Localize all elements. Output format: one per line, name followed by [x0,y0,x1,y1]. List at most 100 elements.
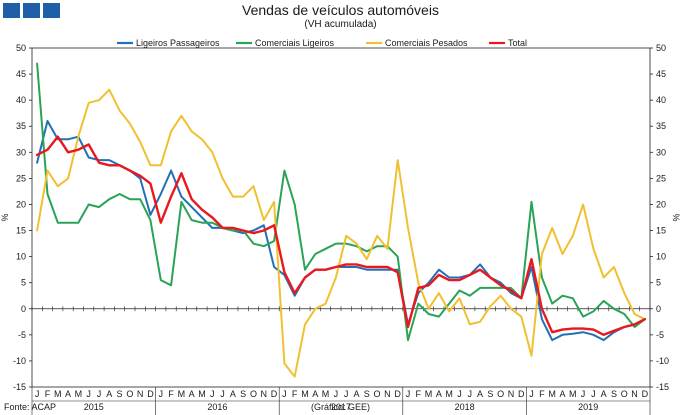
month-label: J [468,389,473,399]
legend-label: Comerciais Pesados [385,38,468,48]
y-tick-label-right: 35 [656,121,666,131]
legend-label: Comerciais Ligeiros [255,38,335,48]
month-label: M [54,389,62,399]
month-label: O [250,389,257,399]
month-label: J [334,389,339,399]
month-label: M [178,389,186,399]
y-tick-label-right: 20 [656,199,666,209]
month-label: A [65,389,71,399]
month-label: D [271,389,278,399]
logo-square [23,3,40,18]
month-label: J [86,389,91,399]
chart-title: Vendas de veículos automóveis [242,2,439,18]
month-label: N [508,389,515,399]
month-label: N [261,389,268,399]
month-label: F [292,389,298,399]
month-label: F [539,389,545,399]
series-line-comerciais-ligeiros [36,62,646,342]
y-tick-label-left: 25 [16,173,26,183]
y-tick-label-right: 25 [656,173,666,183]
y-tick-label-right: 30 [656,147,666,157]
month-label: A [230,389,236,399]
month-label: J [406,389,411,399]
series-line-comerciais-pesados [36,88,646,378]
month-label: N [384,389,391,399]
month-label: F [416,389,422,399]
month-label: M [198,389,206,399]
month-label: S [611,389,617,399]
month-label: S [117,389,123,399]
month-label: D [394,389,401,399]
y-tick-label-left: -5 [18,330,26,340]
chart-credit: (Gráfico: GEE) [310,402,370,412]
month-label: J [159,389,164,399]
month-label: J [210,389,215,399]
gee-logo [3,3,60,18]
y-tick-label-right: 40 [656,95,666,105]
y-tick-label-right: -15 [656,382,669,392]
month-label: N [137,389,144,399]
series-line-total [35,135,647,336]
month-label: M [301,389,309,399]
month-label: S [487,389,493,399]
month-label: N [631,389,638,399]
month-label: A [106,389,112,399]
month-label: A [353,389,359,399]
month-label: J [529,389,534,399]
series-line-ligeiros-passageiros [36,120,646,342]
month-label: J [282,389,287,399]
y-tick-label-right: 0 [656,304,661,314]
y-tick-label-left: 35 [16,121,26,131]
month-label: S [240,389,246,399]
y-tick-label-left: 5 [21,278,26,288]
month-label: O [126,389,133,399]
month-label: M [322,389,330,399]
year-label: 2015 [84,402,104,412]
y-axis-label-left: % [0,213,10,221]
month-label: J [591,389,596,399]
y-tick-label-right: 45 [656,69,666,79]
source-note: Fonte: ACAP [4,402,57,412]
logo-square [43,3,60,18]
month-label: O [621,389,628,399]
y-tick-label-right: -10 [656,356,669,366]
month-label: D [518,389,525,399]
month-label: J [220,389,225,399]
y-tick-label-left: -10 [13,356,26,366]
year-label: 2018 [455,402,475,412]
y-tick-label-right: 15 [656,226,666,236]
y-tick-label-left: 0 [21,304,26,314]
y-tick-label-right: 10 [656,252,666,262]
month-label: J [581,389,586,399]
y-axis-label-right: % [671,213,681,221]
month-label: M [445,389,453,399]
y-tick-label-right: 5 [656,278,661,288]
month-label: J [97,389,102,399]
month-label: A [189,389,195,399]
month-label: A [559,389,565,399]
month-label: A [477,389,483,399]
chart-subtitle: (VH acumulada) [304,19,377,30]
month-label: O [374,389,381,399]
month-label: J [457,389,462,399]
y-tick-label-left: 10 [16,252,26,262]
month-label: D [642,389,649,399]
month-label: M [75,389,83,399]
month-label: O [497,389,504,399]
month-label: S [364,389,370,399]
year-label: 2017 [331,402,351,412]
year-label: 2019 [578,402,598,412]
logo-square [3,3,20,18]
y-tick-label-left: -15 [13,382,26,392]
y-tick-label-right: -5 [656,330,664,340]
month-label: J [35,389,40,399]
month-label: A [312,389,318,399]
plot-frame [31,47,651,388]
year-label: 2016 [207,402,227,412]
month-label: M [425,389,433,399]
y-tick-label-left: 50 [16,43,26,53]
month-label: J [344,389,349,399]
month-label: M [569,389,577,399]
legend-label: Ligeiros Passageiros [136,38,220,48]
